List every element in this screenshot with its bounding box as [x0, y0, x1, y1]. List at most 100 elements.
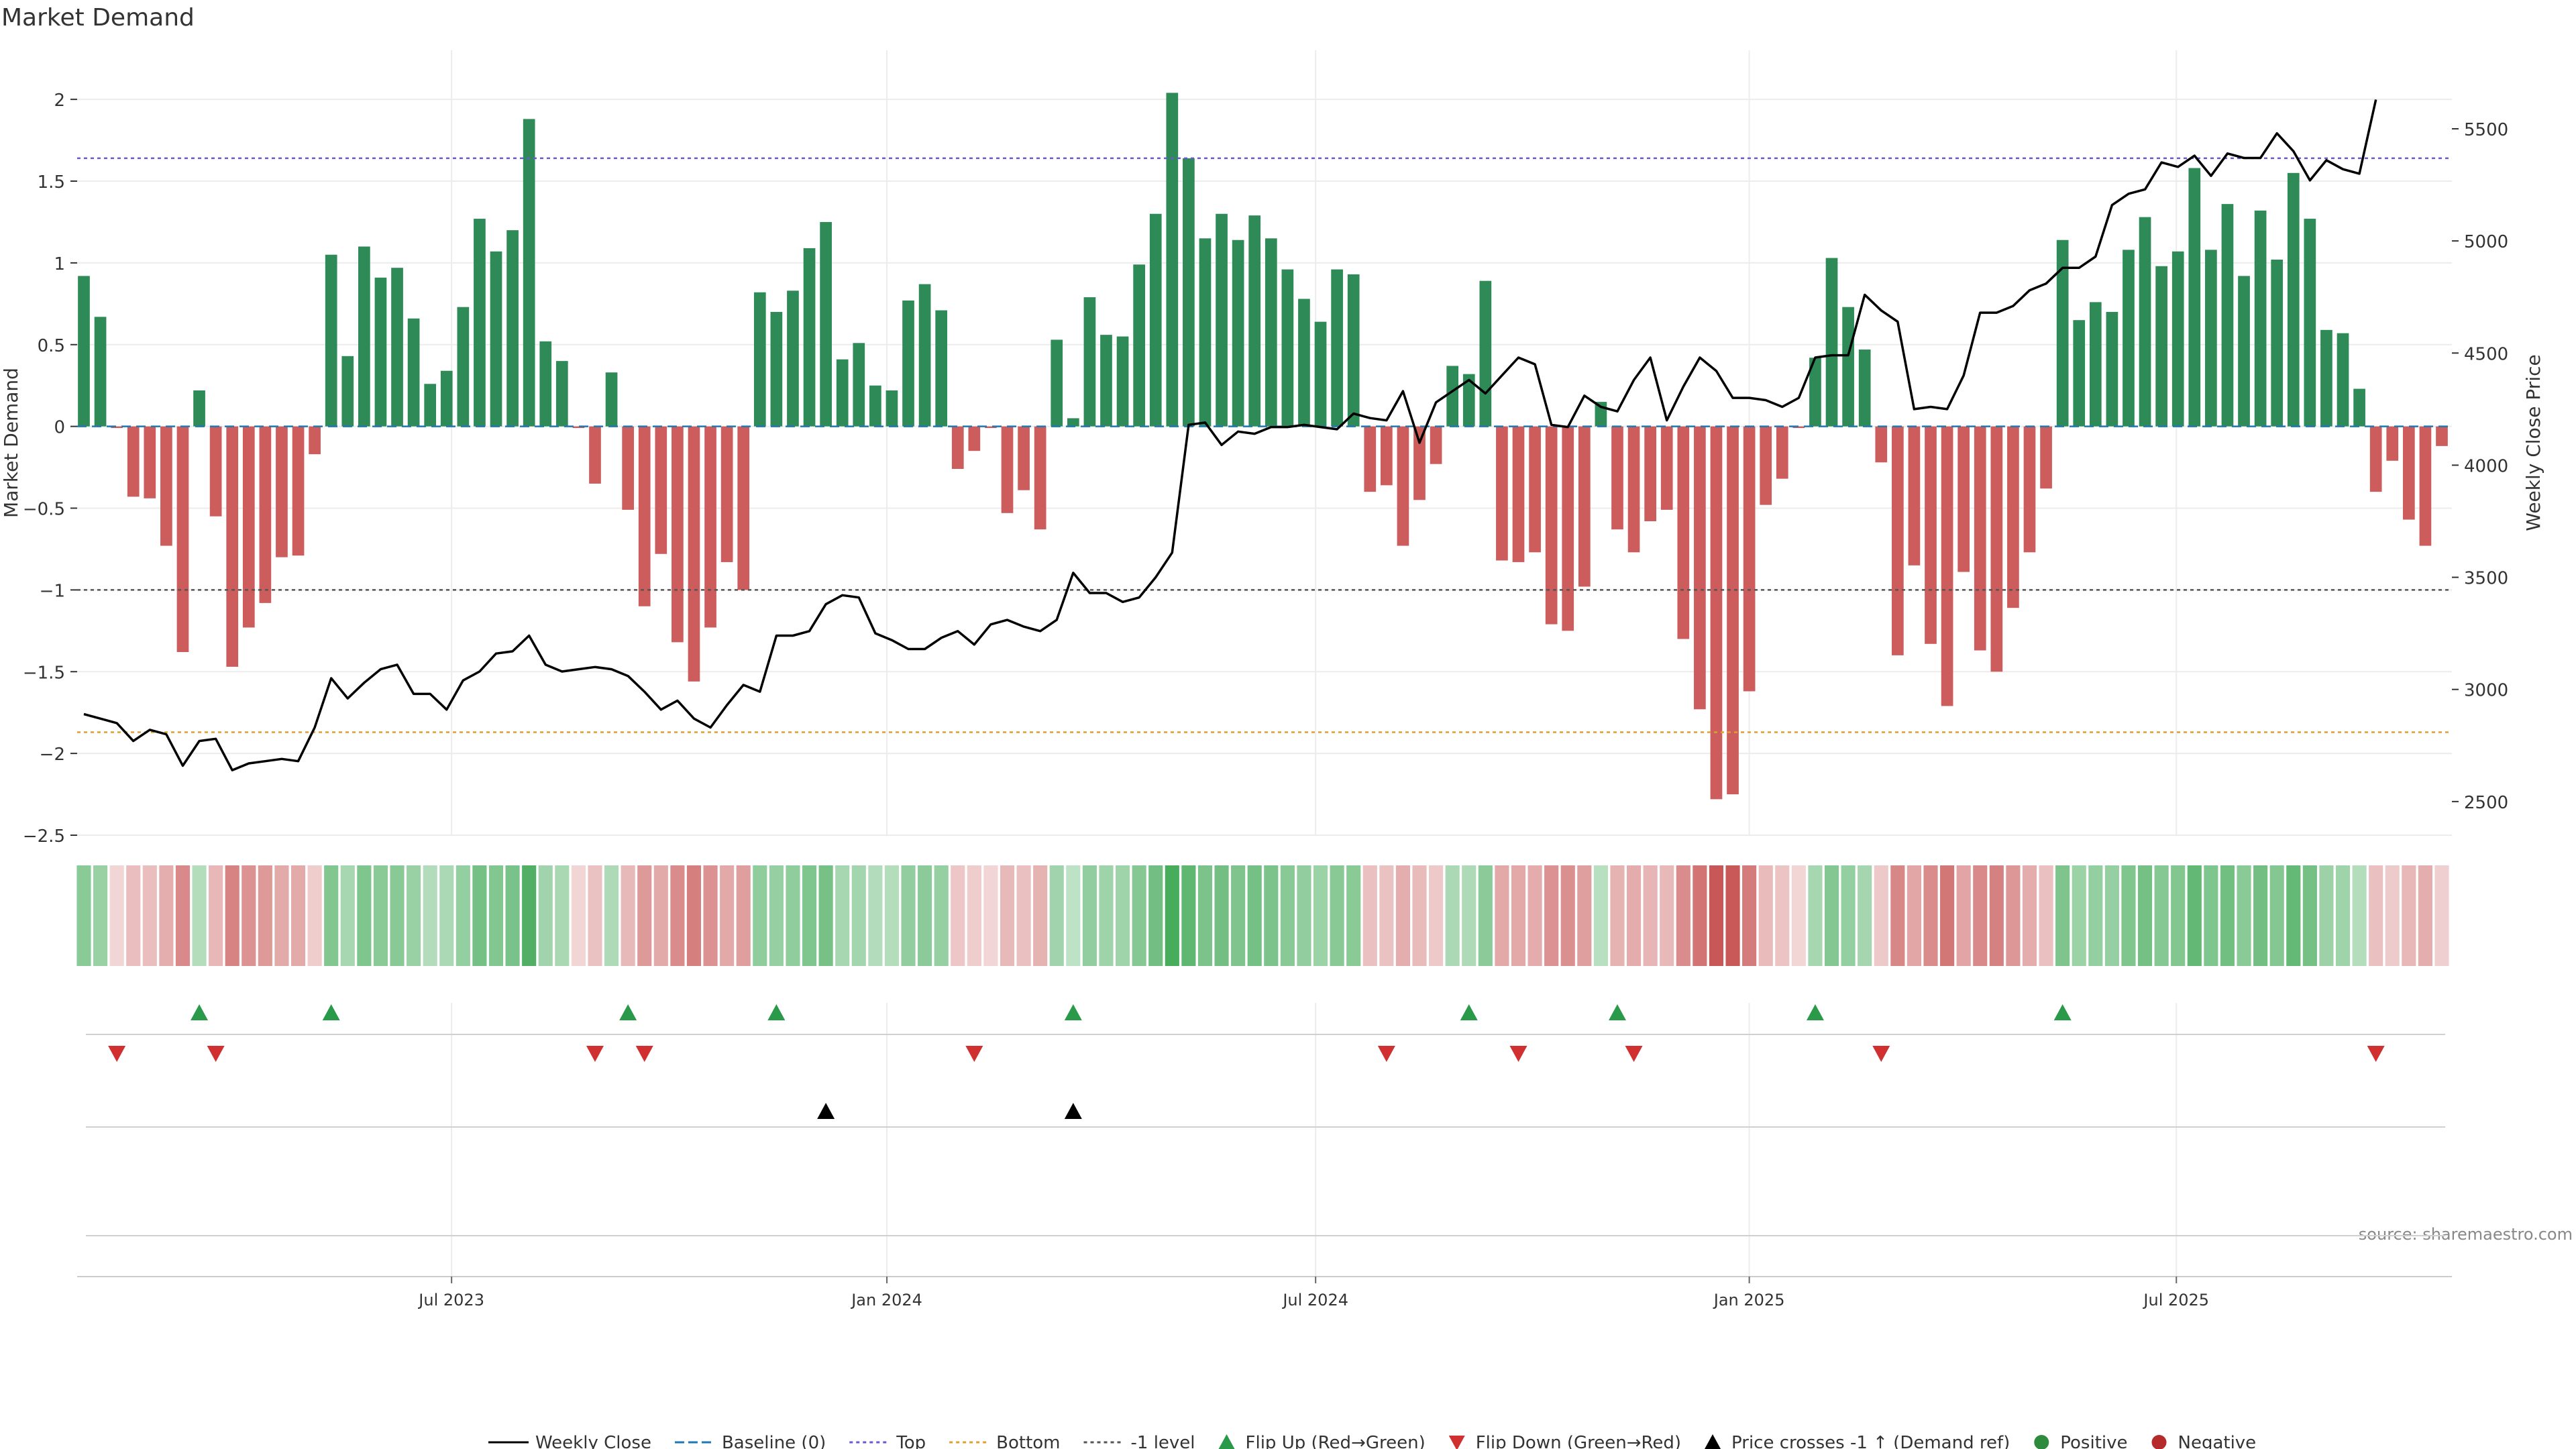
- negative-bar: [309, 426, 321, 455]
- negative-bar: [1644, 426, 1656, 521]
- positive-bar: [2271, 260, 2284, 427]
- strip-cell: [1495, 865, 1509, 966]
- strip-cell: [1725, 865, 1740, 966]
- legend-item-positive: Positive: [2034, 1433, 2128, 1449]
- y2-tick-label: 4500: [2464, 344, 2508, 364]
- negative-bar: [1512, 426, 1525, 562]
- strip-cell: [2302, 865, 2317, 966]
- negative-bar: [2386, 426, 2399, 461]
- negative-bar: [1611, 426, 1623, 530]
- strip-cell: [225, 865, 239, 966]
- legend-label: Price crosses -1 ↑ (Demand ref): [1731, 1433, 2010, 1449]
- positive-bar: [457, 307, 470, 427]
- strip-cell: [1923, 865, 1938, 966]
- negative-bar: [638, 426, 651, 606]
- positive-bar: [1314, 321, 1327, 427]
- positive-bar: [1446, 366, 1459, 427]
- y2-tick-label: 5500: [2464, 120, 2508, 140]
- negative-bar: [1760, 426, 1772, 505]
- strip-cell: [126, 865, 141, 966]
- strip-cell: [1181, 865, 1196, 966]
- strip-cell: [1033, 865, 1048, 966]
- negative-bar: [176, 426, 189, 652]
- price-cross-marker: [1064, 1103, 1082, 1120]
- strip-cell: [2104, 865, 2119, 966]
- strip-cell: [1676, 865, 1690, 966]
- strip-cell: [2171, 865, 2186, 966]
- positive-bar: [2221, 204, 2234, 427]
- flip-down-marker: [1872, 1045, 1890, 1062]
- strip-cell: [1297, 865, 1311, 966]
- negative-bar: [1990, 426, 2003, 672]
- positive-bar: [1858, 350, 1871, 427]
- strip-cell: [1330, 865, 1344, 966]
- strip-cell: [884, 865, 900, 966]
- strip-cell: [1593, 865, 1608, 966]
- flip-up-marker: [1064, 1004, 1082, 1021]
- strip-cell: [769, 865, 784, 966]
- strip-cell: [2237, 865, 2251, 966]
- strip-cell: [2088, 865, 2103, 966]
- strip-cell: [802, 865, 817, 966]
- negative-bar: [1776, 426, 1788, 479]
- negative-bar: [572, 426, 585, 429]
- strip-cell: [241, 865, 256, 966]
- negative-bar: [1397, 426, 1409, 546]
- strip-cell: [1775, 865, 1790, 966]
- strip-cell: [1165, 865, 1179, 966]
- event-markers: [86, 1004, 2445, 1236]
- negative-bar: [209, 426, 222, 517]
- legend-swatch: [2151, 1435, 2167, 1449]
- negative-bar: [2040, 426, 2052, 489]
- negative-bar: [160, 426, 172, 546]
- flip-up-marker: [1806, 1004, 1824, 1021]
- strip-cell: [488, 865, 504, 966]
- strip-cell: [324, 865, 339, 966]
- price-line-group: [83, 99, 2377, 771]
- strip-cell: [1132, 865, 1146, 966]
- y2-tick-label: 3000: [2464, 681, 2508, 701]
- strip-cell: [1758, 865, 1773, 966]
- positive-bar: [325, 254, 337, 427]
- strip-cell: [851, 865, 866, 966]
- negative-bar: [1562, 426, 1574, 631]
- strip-cell: [2418, 865, 2432, 966]
- strip-cell: [1264, 865, 1279, 966]
- strip-cell: [1099, 865, 1114, 966]
- strip-cell: [1082, 865, 1097, 966]
- negative-bar: [2023, 426, 2036, 553]
- strip-cell: [1445, 865, 1460, 966]
- flip-up-marker: [619, 1004, 637, 1021]
- negative-bar: [1974, 426, 1986, 651]
- legend-item-minus_one: -1 level: [1083, 1433, 1195, 1449]
- positive-bar: [2123, 250, 2135, 427]
- legend-item-flip_down: Flip Down (Green→Red): [1448, 1433, 1681, 1449]
- strip-cell: [505, 865, 520, 966]
- strip-cell: [2434, 865, 2449, 966]
- strip-cell: [209, 865, 223, 966]
- strip-cell: [1197, 865, 1213, 966]
- negative-bar: [1529, 426, 1541, 553]
- negative-bar: [144, 426, 156, 498]
- strip-cell: [1016, 865, 1031, 966]
- positive-bar: [424, 384, 437, 427]
- strip-cell: [2385, 865, 2400, 966]
- strip-cell: [670, 865, 685, 966]
- positive-bar: [555, 361, 568, 427]
- strip-cell: [2402, 865, 2416, 966]
- strip-cell: [1231, 865, 1246, 966]
- positive-bar: [2171, 251, 2184, 427]
- positive-bar: [2353, 388, 2365, 427]
- positive-bar: [1149, 213, 1162, 427]
- strip-cell: [2286, 865, 2301, 966]
- strip-cell: [423, 865, 437, 966]
- legend-item-price_cross: Price crosses -1 ↑ (Demand ref): [1705, 1433, 2010, 1449]
- strip-cell: [1362, 865, 1377, 966]
- flip-down-marker: [207, 1045, 225, 1062]
- negative-bar: [1908, 426, 1921, 566]
- negative-bar: [2369, 426, 2382, 492]
- positive-bar: [1298, 299, 1310, 427]
- negative-bar: [704, 426, 716, 628]
- negative-bar: [968, 426, 981, 451]
- strip-cell: [1346, 865, 1361, 966]
